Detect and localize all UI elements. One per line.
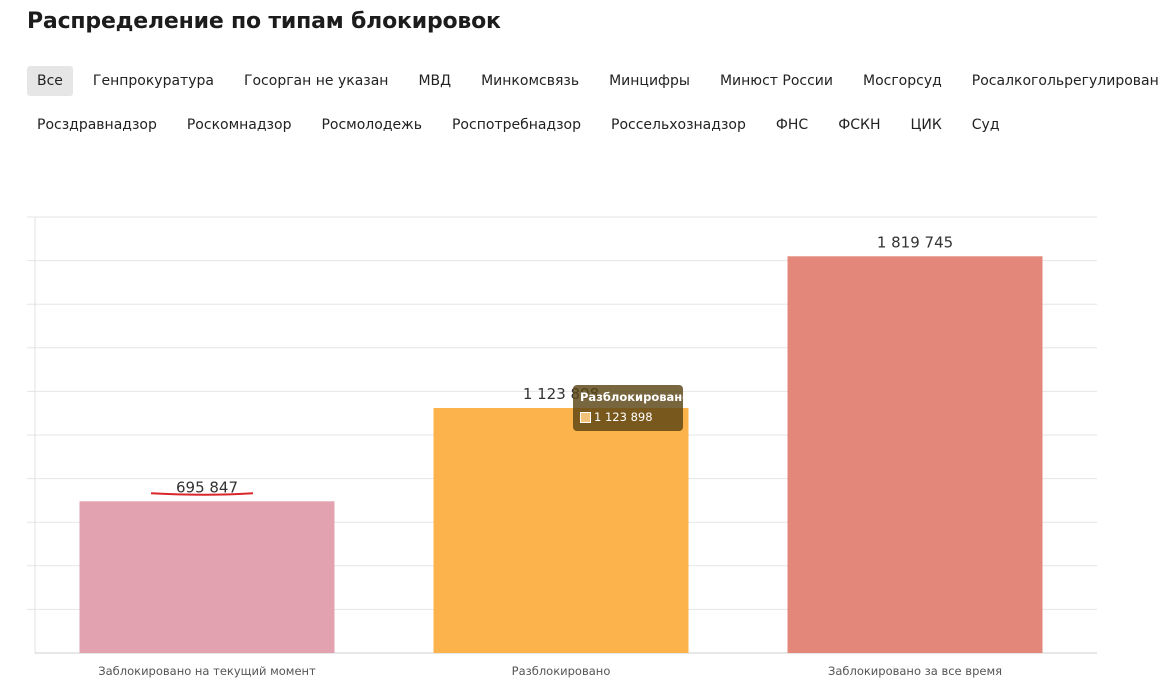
filter-chip[interactable]: Мосгорсуд — [862, 73, 942, 89]
filter-chip[interactable]: Росздравнадзор — [37, 117, 157, 133]
chart-tooltip: Разблокировано 1 123 898 — [573, 385, 690, 431]
filter-chip[interactable]: Минцифры — [609, 73, 690, 89]
filter-chip[interactable]: Россельхознадзор — [611, 117, 746, 133]
bar[interactable] — [79, 501, 335, 653]
filter-chip[interactable]: Минюст России — [719, 73, 833, 89]
filter-chip[interactable]: МВД — [418, 73, 452, 89]
tooltip-swatch — [580, 412, 591, 423]
page-title: Распределение по типам блокировок — [27, 9, 501, 34]
category-label: Заблокировано на текущий момент — [98, 664, 316, 678]
filter-chip[interactable]: Генпрокуратура — [92, 73, 214, 89]
filter-chip[interactable]: Минкомсвязь — [481, 73, 580, 89]
category-label: Разблокировано — [512, 664, 611, 678]
filter-chip[interactable]: ЦИК — [910, 117, 942, 133]
filter-chip[interactable]: Суд — [971, 117, 1000, 133]
bar[interactable] — [433, 407, 689, 653]
filter-chip[interactable]: Роспотребнадзор — [451, 117, 582, 133]
filter-chip[interactable]: Роскомнадзор — [186, 117, 292, 133]
bar[interactable] — [787, 256, 1043, 653]
tooltip-title: Разблокировано — [580, 390, 691, 404]
filter-chip[interactable]: Росалкогольрегулирование — [971, 73, 1160, 89]
filter-row-1: Все Генпрокуратура Госорган не указан МВД Ми… — [27, 66, 1160, 96]
category-label: Заблокировано за все время — [828, 664, 1002, 678]
bar-value-label: 1 819 745 — [877, 233, 953, 251]
tooltip-value: 1 123 898 — [594, 410, 653, 424]
filter-chip[interactable]: Все — [27, 66, 73, 96]
filter-chip[interactable]: ФНС — [775, 117, 809, 133]
filter-row-2: Росздравнадзор Роскомнадзор Росмолодежь Рос… — [27, 110, 1020, 140]
annotation-underline — [150, 492, 254, 496]
filter-chip[interactable]: Госорган не указан — [243, 73, 389, 89]
filter-chip[interactable]: Росмолодежь — [321, 117, 422, 133]
filter-chip[interactable]: ФСКН — [838, 117, 881, 133]
bar-value-label: 695 847 — [176, 478, 238, 496]
